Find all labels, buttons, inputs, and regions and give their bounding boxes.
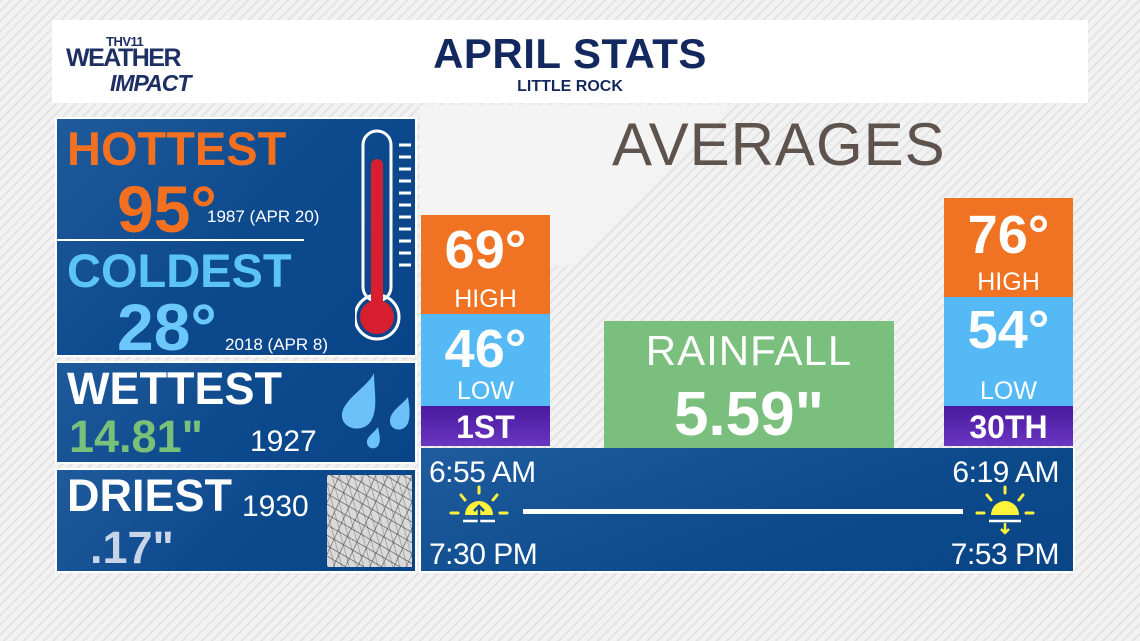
end-day-label: 30TH [944, 406, 1073, 446]
hottest-value: 95° [117, 172, 217, 246]
start-sunrise-time: 6:55 AM [429, 456, 536, 489]
end-high-box: 76° HIGH [944, 198, 1073, 297]
start-low-box: 46° LOW [421, 314, 550, 406]
timeline-track [523, 509, 963, 514]
wettest-year: 1927 [250, 425, 317, 458]
logo-impact: IMPACT [110, 70, 191, 96]
sunrise-icon [449, 485, 509, 523]
sunrise-sunset-bar: 6:55 AM 7:30 PM 6:19 AM 7:53 PM [419, 448, 1075, 573]
start-sunset-time: 7:30 PM [429, 538, 538, 571]
end-low-value: 54° [967, 300, 1050, 360]
temperature-records-panel: HOTTEST 95° 1987 (APR 20) COLDEST 28° 20… [55, 117, 417, 364]
wettest-value: 14.81" [69, 411, 203, 462]
hottest-date: 1987 (APR 20) [207, 207, 320, 226]
rainfall-box: RAINFALL 5.59" [604, 321, 894, 449]
start-low-label: LOW [457, 377, 514, 405]
coldest-value: 28° [117, 290, 217, 364]
sunset-icon [975, 485, 1035, 535]
rainfall-value: 5.59" [673, 380, 825, 449]
raindrops-icon [341, 373, 410, 449]
start-low-value: 46° [444, 319, 527, 379]
hottest-label: HOTTEST [67, 122, 287, 175]
start-high-value: 69° [444, 220, 527, 280]
station-logo: THV11 WEATHER IMPACT [64, 34, 214, 96]
thermometer-icon [355, 129, 411, 341]
end-low-label: LOW [980, 377, 1037, 405]
wettest-panel: WETTEST 14.81" 1927 [55, 361, 417, 464]
driest-panel: DRIEST 1930 .17" [55, 468, 417, 573]
end-low-box: 54° LOW [944, 297, 1073, 406]
month-start-column: 69° HIGH 46° LOW 1ST [421, 215, 550, 446]
cracked-earth-image [327, 475, 412, 567]
logo-weather: WEATHER [66, 44, 182, 72]
start-day-label: 1ST [421, 406, 550, 446]
end-high-value: 76° [967, 205, 1050, 265]
end-sunset-time: 7:53 PM [950, 538, 1060, 571]
start-high-box: 69° HIGH [421, 215, 550, 314]
divider [57, 239, 304, 241]
driest-year: 1930 [242, 490, 309, 523]
start-high-label: HIGH [454, 285, 517, 313]
driest-label: DRIEST [67, 470, 233, 521]
logo-thv11: THV11 [106, 34, 144, 49]
end-sunrise-time: 6:19 AM [952, 456, 1059, 489]
coldest-date: 2018 (APR 8) [225, 335, 328, 354]
page-subtitle: LITTLE ROCK [517, 78, 623, 95]
wettest-label: WETTEST [67, 363, 282, 414]
rainfall-label: RAINFALL [645, 327, 853, 374]
page-title: APRIL STATS [433, 30, 707, 77]
averages-heading: AVERAGES [612, 111, 946, 178]
coldest-label: COLDEST [67, 244, 292, 297]
month-end-column: 76° HIGH 54° LOW 30TH [944, 198, 1073, 446]
end-high-label: HIGH [977, 268, 1040, 296]
driest-value: .17" [90, 522, 174, 573]
header-bar: THV11 WEATHER IMPACT APRIL STATS LITTLE … [52, 20, 1088, 103]
